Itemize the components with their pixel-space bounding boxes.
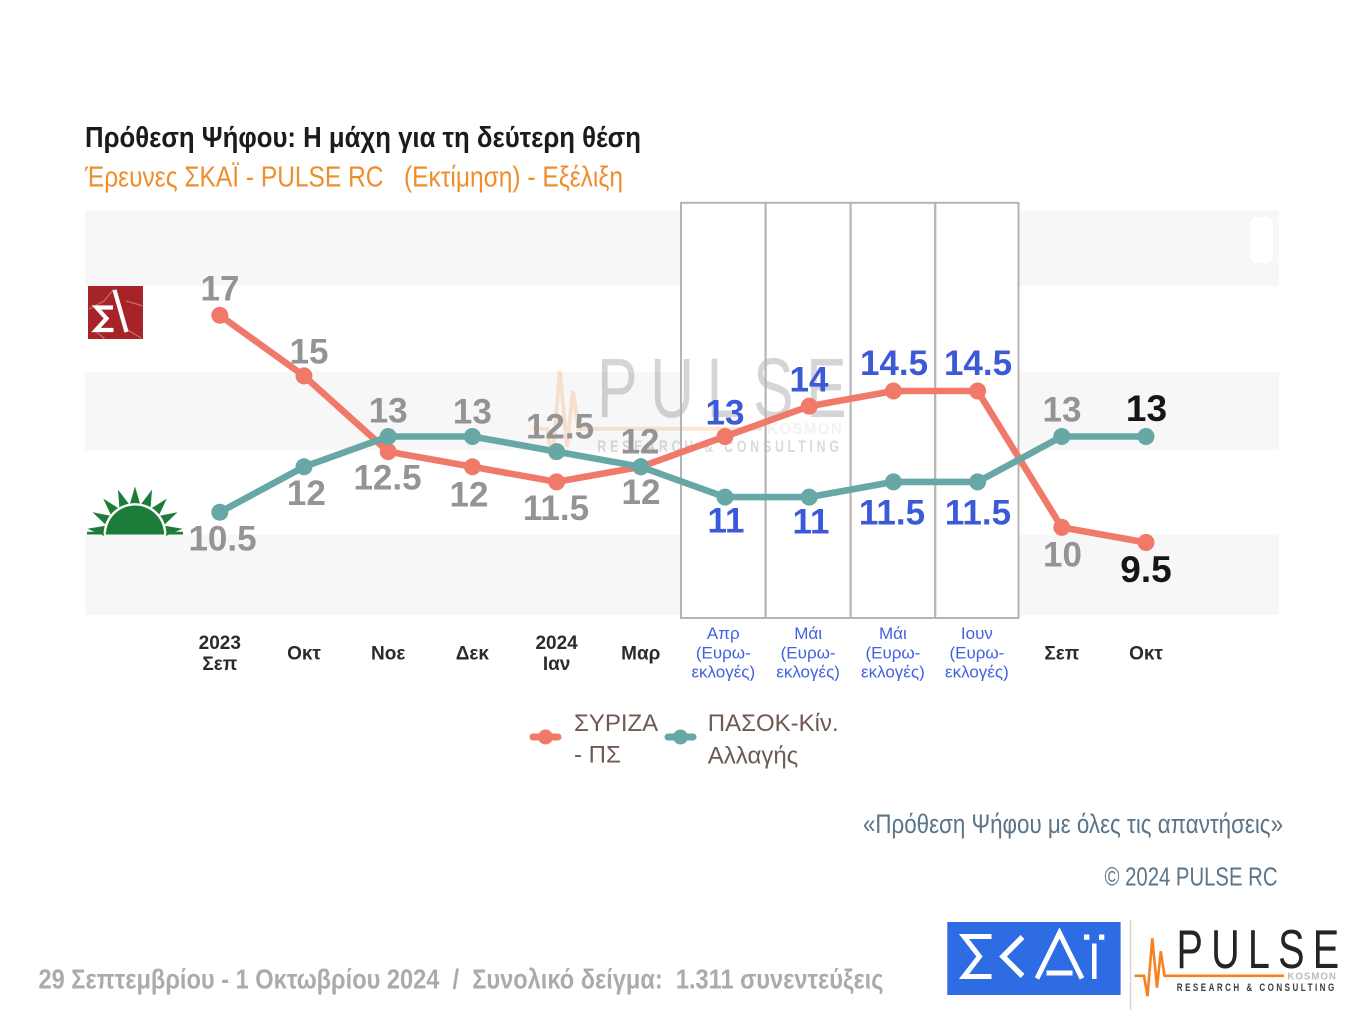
svg-text:12: 12 xyxy=(621,423,660,462)
svg-text:Έρευνες ΣΚΑΪ - PULSE RC (Εκτ: Έρευνες ΣΚΑΪ - PULSE RC (Εκτίμηση) - Εξέ… xyxy=(84,162,623,194)
svg-text:13: 13 xyxy=(1043,391,1082,430)
svg-text:15: 15 xyxy=(290,333,329,372)
svg-text:12: 12 xyxy=(450,476,489,515)
svg-text:ΠΑΣΟΚ-Κίν.: ΠΑΣΟΚ-Κίν. xyxy=(708,710,839,737)
svg-text:εκλογές): εκλογές) xyxy=(861,663,925,682)
svg-text:εκλογές): εκλογές) xyxy=(776,663,840,682)
svg-text:9.5: 9.5 xyxy=(1120,549,1171,590)
svg-text:Ιουν: Ιουν xyxy=(961,624,993,643)
svg-text:Νοε: Νοε xyxy=(371,643,405,664)
svg-text:10.5: 10.5 xyxy=(188,519,256,558)
svg-text:13: 13 xyxy=(1126,388,1167,429)
svg-text:12.5: 12.5 xyxy=(526,408,594,447)
svg-text:2023: 2023 xyxy=(199,633,241,654)
svg-text:12: 12 xyxy=(287,474,326,513)
svg-text:13: 13 xyxy=(453,393,492,432)
svg-text:11.5: 11.5 xyxy=(523,489,589,528)
svg-text:11.5: 11.5 xyxy=(859,494,925,533)
svg-text:14: 14 xyxy=(790,361,829,400)
svg-text:29 Σεπτεμβρίου - 1 Οκτωβρίου 2: 29 Σεπτεμβρίου - 1 Οκτωβρίου 2024 / Συνο… xyxy=(39,964,884,995)
svg-text:13: 13 xyxy=(369,392,408,431)
svg-text:Σεπ: Σεπ xyxy=(202,654,237,675)
svg-text:10: 10 xyxy=(1043,536,1082,575)
svg-text:© 2024 PULSE RC: © 2024 PULSE RC xyxy=(1105,862,1278,892)
svg-text:14.5: 14.5 xyxy=(860,344,928,383)
svg-text:11: 11 xyxy=(708,502,745,541)
svg-text:11.5: 11.5 xyxy=(945,494,1011,533)
svg-text:Μαρ: Μαρ xyxy=(621,643,661,664)
svg-text:Ιαν: Ιαν xyxy=(543,654,571,675)
svg-text:13: 13 xyxy=(706,394,745,433)
svg-text:17: 17 xyxy=(201,270,240,309)
svg-text:12: 12 xyxy=(622,473,661,512)
svg-text:Οκτ: Οκτ xyxy=(287,643,321,664)
svg-text:ΣΥΡΙΖΑ: ΣΥΡΙΖΑ xyxy=(574,710,658,737)
svg-text:(Ευρω-: (Ευρω- xyxy=(696,644,751,663)
svg-text:(Ευρω-: (Ευρω- xyxy=(949,644,1004,663)
svg-text:εκλογές): εκλογές) xyxy=(945,663,1009,682)
svg-text:11: 11 xyxy=(793,503,830,542)
svg-text:14.5: 14.5 xyxy=(944,344,1012,383)
svg-text:2024: 2024 xyxy=(535,633,578,654)
svg-text:Μάι: Μάι xyxy=(794,624,822,643)
svg-text:Δεκ: Δεκ xyxy=(456,643,490,664)
svg-text:Πρόθεση Ψήφου: Η μάχη για τη δ: Πρόθεση Ψήφου: Η μάχη για τη δεύτερη θέσ… xyxy=(85,122,641,154)
svg-text:Απρ: Απρ xyxy=(707,624,740,643)
svg-text:εκλογές): εκλογές) xyxy=(691,663,755,682)
svg-text:Σεπ: Σεπ xyxy=(1044,643,1079,664)
svg-text:- ΠΣ: - ΠΣ xyxy=(574,742,621,769)
svg-text:Οκτ: Οκτ xyxy=(1129,643,1163,664)
svg-text:Μάι: Μάι xyxy=(879,624,907,643)
svg-text:(Ευρω-: (Ευρω- xyxy=(865,644,920,663)
svg-text:«Πρόθεση Ψήφου με όλες τις απα: «Πρόθεση Ψήφου με όλες τις απαντήσεις» xyxy=(863,809,1283,839)
svg-text:(Ευρω-: (Ευρω- xyxy=(781,644,836,663)
svg-text:Αλλαγής: Αλλαγής xyxy=(708,743,798,770)
svg-text:12.5: 12.5 xyxy=(353,459,421,498)
